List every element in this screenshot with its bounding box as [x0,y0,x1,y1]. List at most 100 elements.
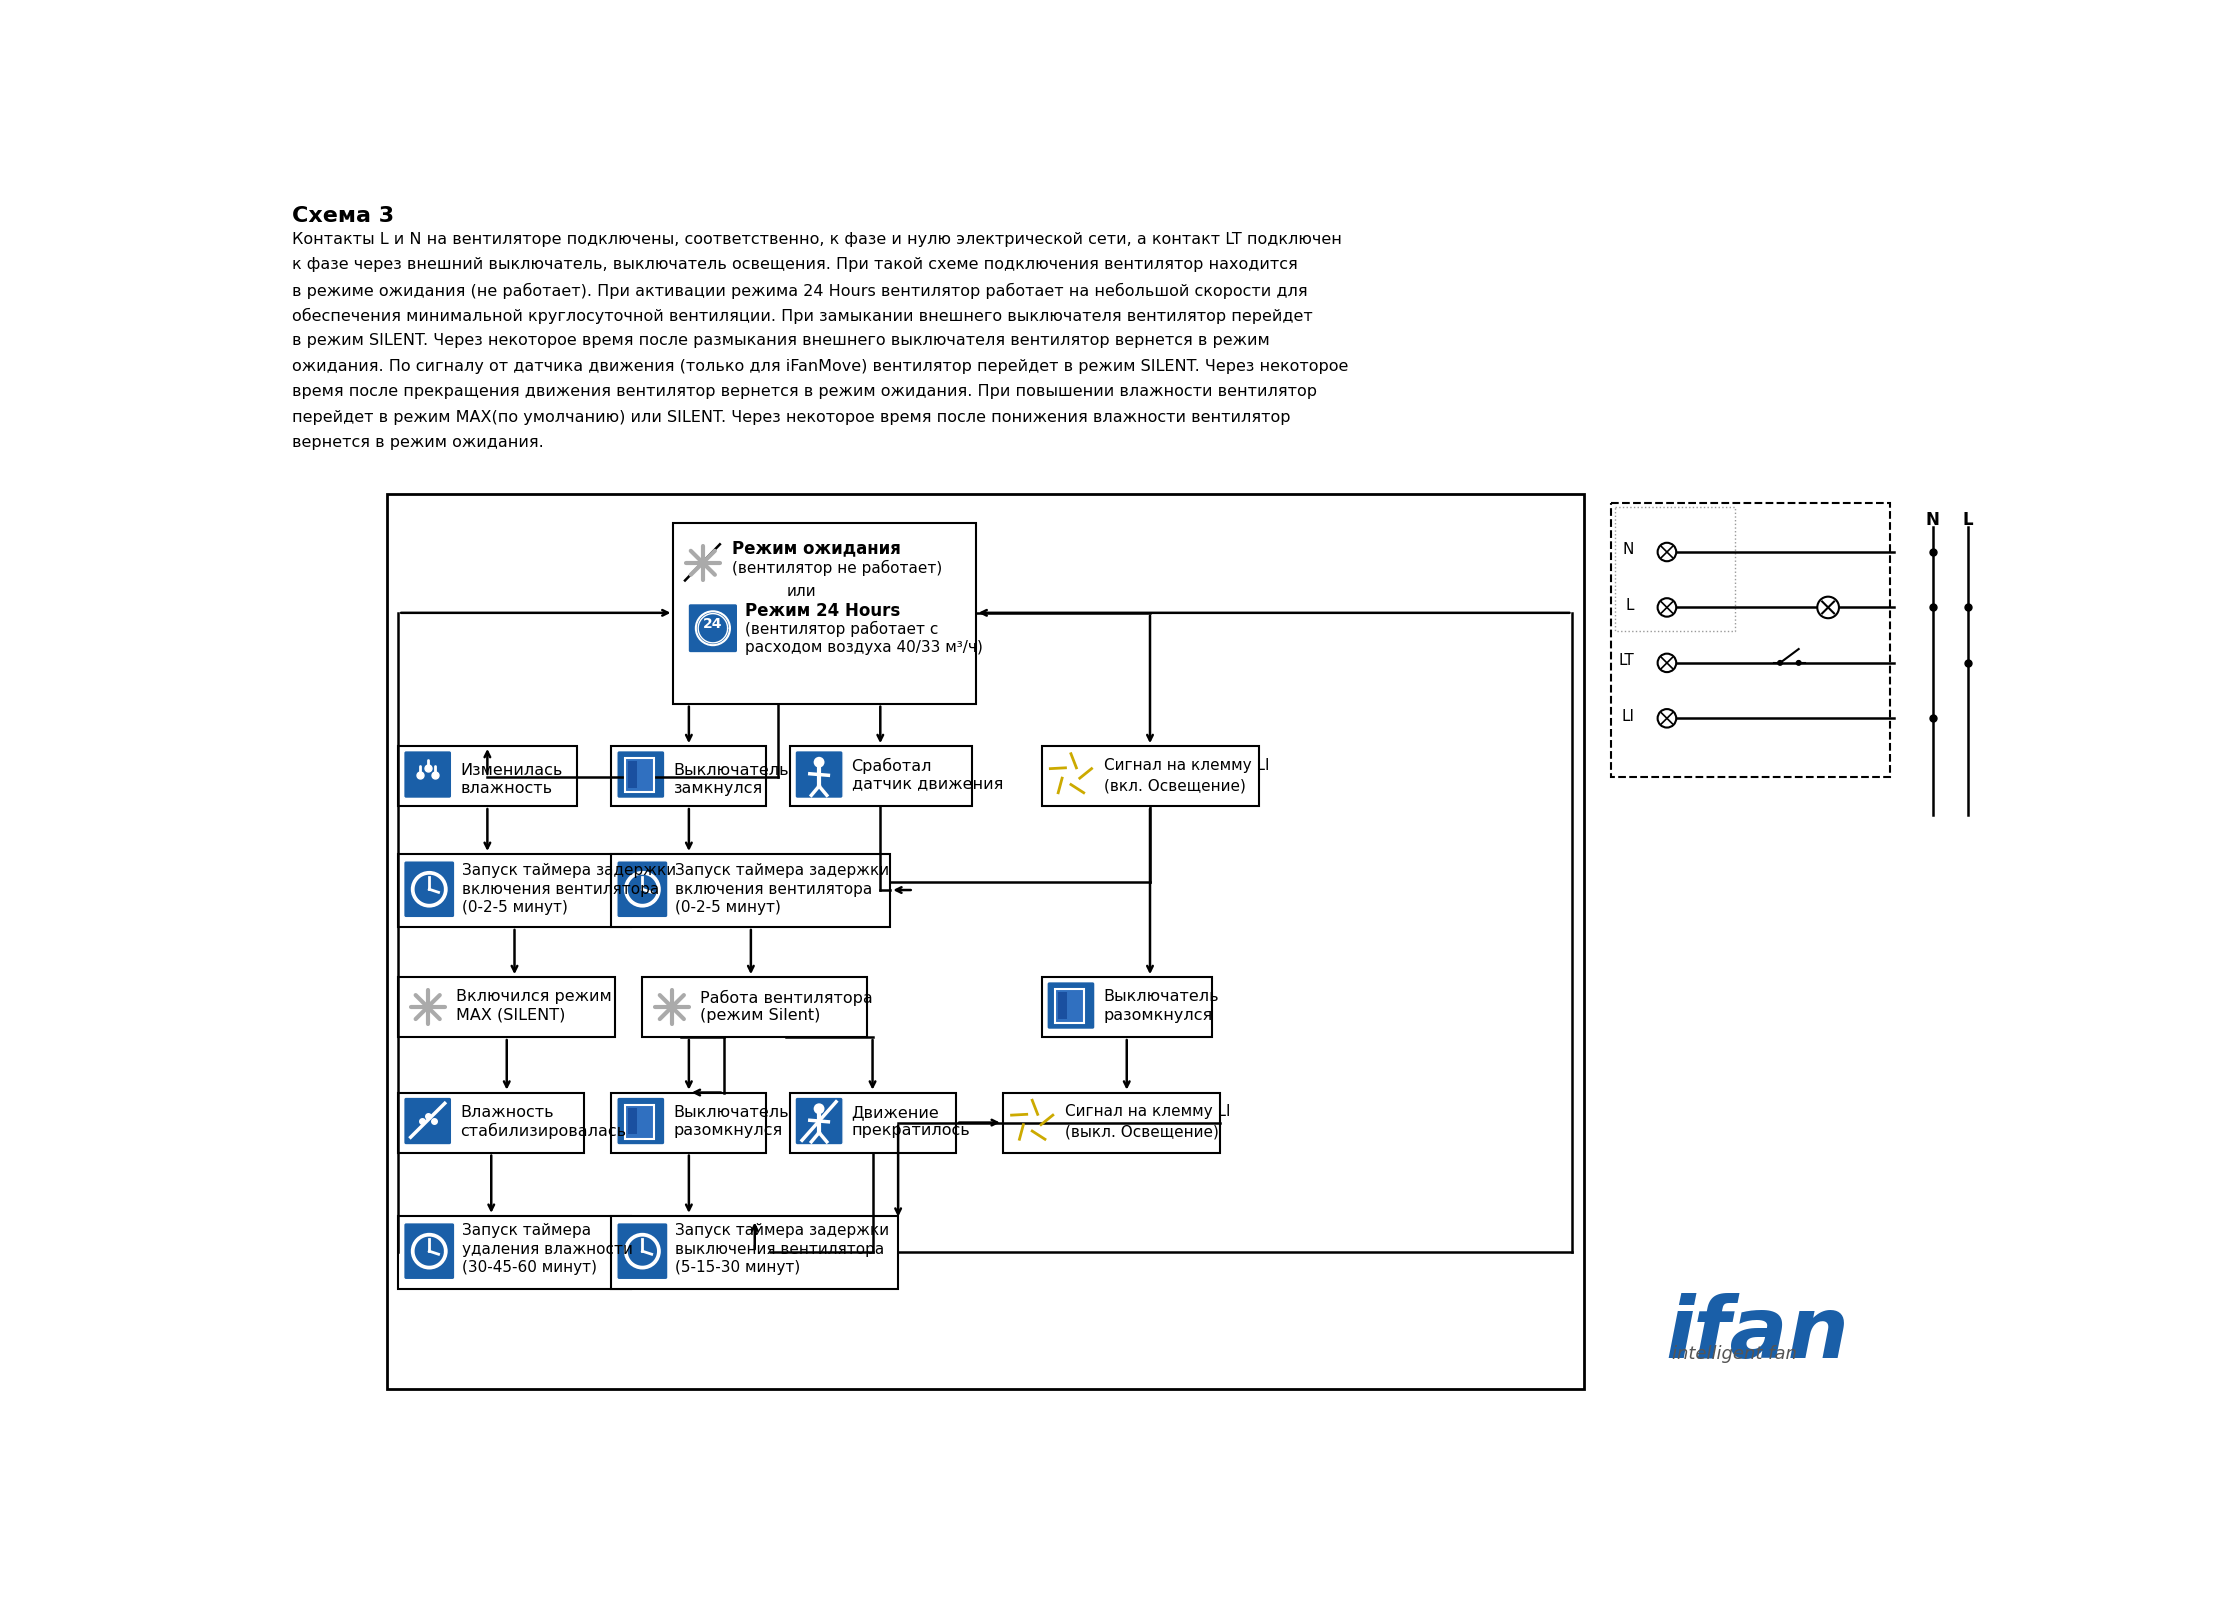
Text: (вентилятор работает с: (вентилятор работает с [745,621,939,637]
FancyBboxPatch shape [612,1092,765,1153]
Text: выключения вентилятора: выключения вентилятора [674,1242,883,1257]
FancyBboxPatch shape [643,977,868,1036]
FancyBboxPatch shape [403,751,452,798]
Circle shape [696,612,730,645]
Text: Запуск таймера задержки: Запуск таймера задержки [674,862,890,878]
Circle shape [1818,597,1840,618]
Text: стабилизировалась: стабилизировалась [461,1123,627,1140]
Text: LI: LI [1622,709,1635,723]
Text: Работа вентилятора: Работа вентилятора [701,990,872,1006]
Text: перейдет в режим MAX(по умолчанию) или SILENT. Через некоторое время после пониж: перейдет в режим MAX(по умолчанию) или S… [291,409,1290,425]
Circle shape [412,1234,447,1268]
Text: в режиме ожидания (не работает). При активации режима 24 Hours вентилятор работа: в режиме ожидания (не работает). При акт… [291,283,1308,299]
FancyBboxPatch shape [612,1215,899,1289]
Text: (30-45-60 минут): (30-45-60 минут) [463,1260,596,1276]
Text: MAX (SILENT): MAX (SILENT) [456,1008,565,1022]
Text: или: или [785,585,817,599]
Text: ожидания. По сигналу от датчика движения (только для iFanMove) вентилятор перейд: ожидания. По сигналу от датчика движения… [291,359,1348,374]
Text: LT: LT [1618,653,1635,668]
Text: N: N [1927,511,1940,529]
Text: (вентилятор не работает): (вентилятор не работает) [732,559,941,577]
Text: (режим Silent): (режим Silent) [701,1008,821,1022]
Text: Включился режим: Включился режим [456,990,612,1005]
FancyBboxPatch shape [612,854,890,926]
Text: в режим SILENT. Через некоторое время после размыкания внешнего выключателя вент: в режим SILENT. Через некоторое время по… [291,334,1270,348]
Text: разомкнулся: разомкнулся [1104,1008,1213,1022]
Text: датчик движения: датчик движения [852,776,1003,791]
FancyBboxPatch shape [398,854,630,926]
FancyBboxPatch shape [790,746,972,806]
FancyBboxPatch shape [616,1223,668,1279]
Circle shape [1658,653,1675,672]
FancyBboxPatch shape [794,1097,843,1145]
Circle shape [814,1104,825,1115]
Text: Контакты L и N на вентиляторе подключены, соответственно, к фазе и нулю электрич: Контакты L и N на вентиляторе подключены… [291,232,1342,246]
Text: Сигнал на клемму LI: Сигнал на клемму LI [1066,1104,1230,1119]
Text: прекратилось: прекратилось [852,1123,970,1139]
FancyBboxPatch shape [1048,982,1095,1030]
Text: Сработал: Сработал [852,757,932,773]
Text: включения вентилятора: включения вентилятора [463,882,659,896]
FancyBboxPatch shape [627,762,636,787]
Text: i: i [1664,1292,1695,1375]
Text: замкнулся: замкнулся [674,781,763,797]
FancyBboxPatch shape [1057,992,1068,1019]
Text: включения вентилятора: включения вентилятора [674,882,872,896]
Text: Влажность: Влажность [461,1105,554,1119]
Text: вернется в режим ожидания.: вернется в режим ожидания. [291,434,543,450]
Text: (вкл. Освещение): (вкл. Освещение) [1104,778,1246,794]
Text: Изменилась: Изменилась [461,763,563,778]
Text: Режим 24 Hours: Режим 24 Hours [745,602,899,620]
Circle shape [412,872,447,905]
FancyBboxPatch shape [398,746,576,806]
Text: intelligent fan: intelligent fan [1671,1345,1796,1364]
FancyBboxPatch shape [616,751,665,798]
Text: разомкнулся: разомкнулся [674,1123,783,1139]
Text: Сигнал на клемму LI: Сигнал на клемму LI [1104,757,1268,773]
FancyBboxPatch shape [1055,990,1084,1024]
FancyBboxPatch shape [403,1223,454,1279]
Text: (0-2-5 минут): (0-2-5 минут) [463,901,567,915]
Text: Выключатель: Выключатель [1104,990,1219,1005]
Text: Запуск таймера задержки: Запуск таймера задержки [674,1223,890,1238]
Text: Режим ожидания: Режим ожидания [732,540,901,557]
Circle shape [1658,543,1675,561]
FancyBboxPatch shape [1003,1092,1219,1153]
Text: Движение: Движение [852,1105,939,1119]
FancyBboxPatch shape [674,522,975,704]
Text: 24: 24 [703,616,723,631]
Circle shape [814,757,825,768]
FancyBboxPatch shape [398,1092,585,1153]
Text: Выключатель: Выключатель [674,763,790,778]
Text: fan: fan [1693,1292,1849,1375]
FancyBboxPatch shape [625,759,654,792]
FancyBboxPatch shape [627,1108,636,1134]
Circle shape [1658,709,1675,728]
Circle shape [1658,599,1675,616]
Text: Выключатель: Выключатель [674,1105,790,1119]
Circle shape [625,1234,659,1268]
Text: Запуск таймера: Запуск таймера [463,1223,592,1238]
FancyBboxPatch shape [1041,746,1259,806]
Text: (5-15-30 минут): (5-15-30 минут) [674,1260,801,1276]
FancyBboxPatch shape [616,861,668,918]
Text: время после прекращения движения вентилятор вернется в режим ожидания. При повыш: время после прекращения движения вентиля… [291,385,1317,399]
Text: (0-2-5 минут): (0-2-5 минут) [674,901,781,915]
Text: Запуск таймера задержки: Запуск таймера задержки [463,862,676,878]
Circle shape [1778,661,1782,666]
FancyBboxPatch shape [1611,503,1889,776]
Text: (выкл. Освещение): (выкл. Освещение) [1066,1124,1219,1140]
Text: удаления влажности: удаления влажности [463,1242,632,1257]
Text: L: L [1626,597,1635,613]
FancyBboxPatch shape [790,1092,957,1153]
FancyBboxPatch shape [616,1097,665,1145]
FancyBboxPatch shape [625,1105,654,1139]
Circle shape [1796,661,1800,666]
Text: L: L [1962,511,1974,529]
FancyBboxPatch shape [1041,977,1213,1036]
FancyBboxPatch shape [398,1215,630,1289]
FancyBboxPatch shape [403,861,454,918]
Text: к фазе через внешний выключатель, выключатель освещения. При такой схеме подключ: к фазе через внешний выключатель, выключ… [291,257,1297,271]
Text: N: N [1622,543,1635,557]
Text: Схема 3: Схема 3 [291,206,394,225]
